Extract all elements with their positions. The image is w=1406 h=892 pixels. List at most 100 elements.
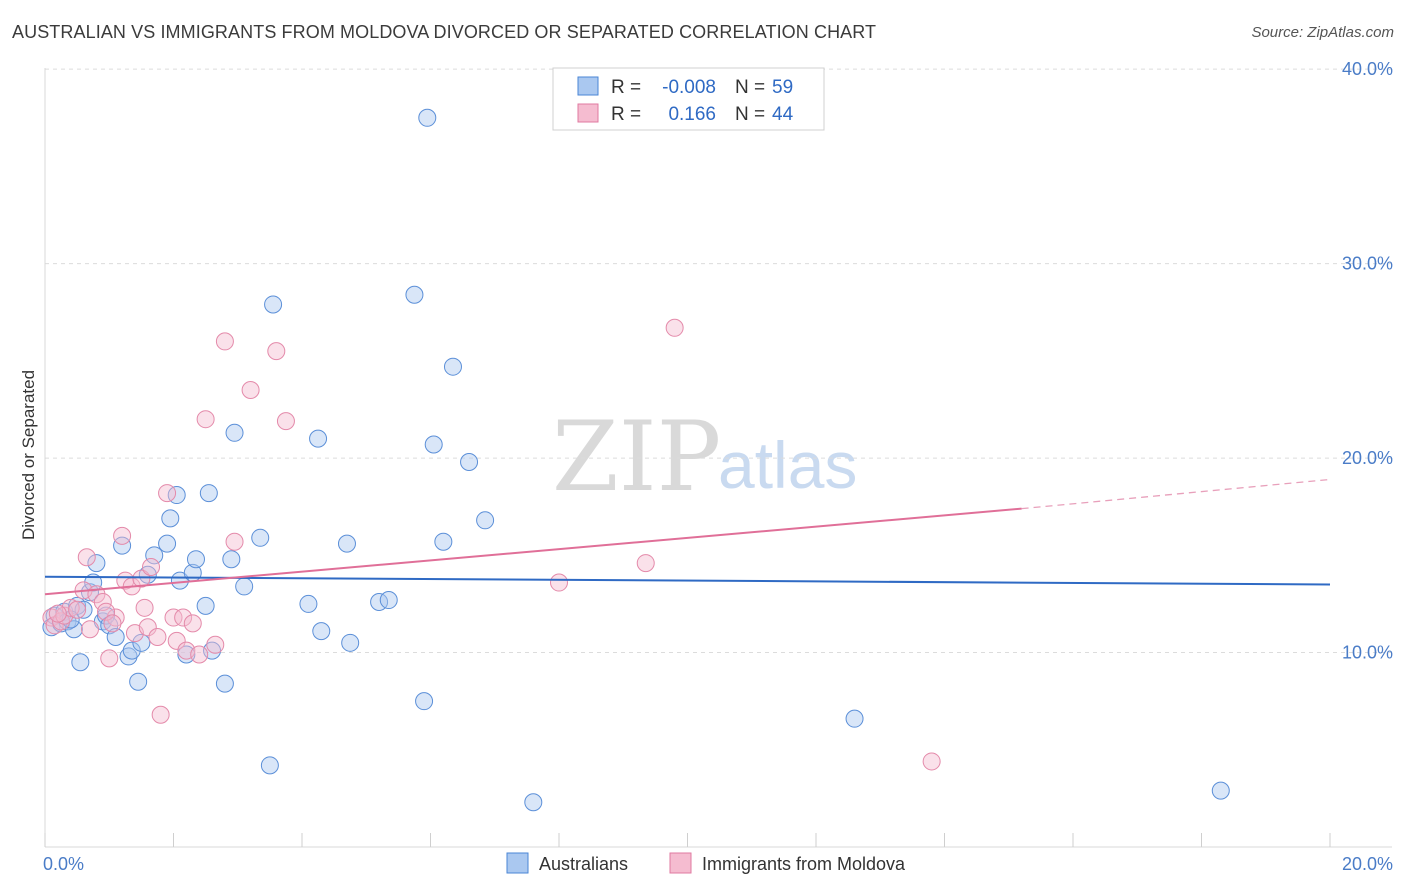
moldova-point-10 bbox=[93, 592, 112, 611]
australians-point-38 bbox=[260, 756, 279, 775]
trend-lines bbox=[44, 478, 1331, 596]
moldova-point-41 bbox=[665, 318, 684, 337]
watermark-zip: ZIP bbox=[552, 401, 721, 513]
stats-legend-r-value-2: 0.166 bbox=[668, 104, 716, 125]
chart-source: Source: ZipAtlas.com bbox=[1251, 24, 1394, 41]
grid-lines bbox=[45, 68, 1392, 654]
moldova-point-12 bbox=[106, 608, 125, 627]
australians-point-27 bbox=[177, 645, 196, 664]
australians-point-40 bbox=[299, 594, 318, 613]
moldova-point-37 bbox=[97, 602, 116, 621]
y-tick-label-40: 40.0% bbox=[1342, 59, 1393, 79]
australians-point-47 bbox=[405, 285, 424, 304]
australians-point-53 bbox=[460, 452, 479, 471]
australians-point-51 bbox=[434, 532, 453, 551]
series-moldova-points bbox=[42, 318, 941, 771]
moldova-trend-line bbox=[44, 507, 1022, 596]
bottom-legend-label-moldova: Immigrants from Moldova bbox=[702, 854, 906, 874]
australians-point-18 bbox=[122, 641, 141, 660]
moldova-point-30 bbox=[206, 635, 225, 654]
bottom-legend-swatch-australians bbox=[506, 852, 529, 874]
moldova-point-29 bbox=[196, 410, 215, 429]
bottom-legend-label-australians: Australians bbox=[539, 854, 628, 874]
australians-point-55 bbox=[524, 793, 543, 812]
y-tick-label-30: 30.0% bbox=[1342, 254, 1393, 274]
moldova-point-20 bbox=[148, 627, 167, 646]
australians-point-10 bbox=[84, 573, 103, 592]
moldova-point-8 bbox=[80, 620, 99, 639]
moldova-point-36 bbox=[135, 598, 154, 617]
moldova-point-17 bbox=[132, 569, 151, 588]
moldova-point-21 bbox=[151, 705, 170, 724]
bottom-legend-swatch-moldova bbox=[669, 852, 692, 874]
stats-legend-n-label-1: N = bbox=[735, 77, 765, 98]
stats-legend-n-label-2: N = bbox=[735, 104, 765, 125]
y-axis-label: Divorced or Separated bbox=[19, 370, 38, 540]
australians-point-19 bbox=[129, 672, 148, 691]
moldova-point-27 bbox=[183, 614, 202, 633]
australians-point-41 bbox=[309, 429, 328, 448]
australians-point-11 bbox=[87, 554, 106, 573]
stats-legend: R = -0.008 N = 59 R = 0.166 N = 44 bbox=[552, 67, 825, 131]
moldova-point-22 bbox=[158, 484, 177, 503]
moldova-point-34 bbox=[267, 342, 286, 361]
moldova-point-38 bbox=[103, 614, 122, 633]
moldova-point-32 bbox=[225, 532, 244, 551]
moldova-point-33 bbox=[241, 381, 260, 400]
australians-point-30 bbox=[196, 596, 215, 615]
australians-point-46 bbox=[379, 591, 398, 610]
moldova-point-28 bbox=[190, 645, 209, 664]
australians-point-15 bbox=[106, 627, 125, 646]
moldova-point-11 bbox=[100, 649, 119, 668]
moldova-point-23 bbox=[164, 608, 183, 627]
stats-legend-n-value-1: 59 bbox=[772, 77, 793, 98]
australians-point-56 bbox=[845, 709, 864, 728]
australians-point-57 bbox=[1211, 781, 1230, 800]
stats-legend-r-value-1: -0.008 bbox=[662, 77, 716, 98]
bottom-legend: Australians Immigrants from Moldova bbox=[506, 852, 906, 874]
australians-point-16 bbox=[113, 536, 132, 555]
australians-point-17 bbox=[119, 647, 138, 666]
moldova-point-31 bbox=[215, 332, 234, 351]
moldova-trend-line-extension bbox=[1021, 478, 1331, 510]
moldova-point-42 bbox=[922, 752, 941, 771]
australians-point-50 bbox=[424, 435, 443, 454]
australians-point-35 bbox=[225, 423, 244, 442]
australians-point-39 bbox=[264, 295, 283, 314]
x-tick-label-20: 20.0% bbox=[1342, 854, 1393, 874]
stats-legend-swatch-pink bbox=[577, 103, 599, 123]
moldova-point-18 bbox=[138, 618, 157, 637]
australians-point-37 bbox=[251, 528, 270, 547]
australians-point-43 bbox=[337, 534, 356, 553]
moldova-point-35 bbox=[276, 412, 295, 431]
moldova-point-43 bbox=[48, 604, 67, 623]
tick-labels: 10.0% 20.0% 30.0% 40.0% 0.0% 20.0% bbox=[43, 59, 1393, 874]
moldova-point-25 bbox=[174, 608, 193, 627]
australians-point-9 bbox=[80, 583, 99, 602]
australians-point-7 bbox=[71, 653, 90, 672]
australians-trend-line bbox=[44, 575, 1331, 586]
australians-point-24 bbox=[161, 509, 180, 528]
stats-legend-r-label-1: R = bbox=[611, 77, 641, 98]
series-australians-points bbox=[42, 108, 1230, 812]
australians-point-20 bbox=[132, 633, 151, 652]
moldova-point-24 bbox=[167, 631, 186, 650]
australians-point-34 bbox=[222, 550, 241, 569]
axes bbox=[44, 68, 1392, 848]
moldova-point-7 bbox=[77, 548, 96, 567]
watermark-atlas: atlas bbox=[718, 428, 857, 502]
x-tick-label-0: 0.0% bbox=[43, 854, 84, 874]
watermark: ZIP atlas bbox=[552, 401, 857, 513]
stats-legend-r-label-2: R = bbox=[611, 104, 641, 125]
australians-point-52 bbox=[443, 357, 462, 376]
stats-legend-n-value-2: 44 bbox=[772, 104, 794, 125]
stats-legend-swatch-blue bbox=[577, 76, 599, 96]
australians-point-36 bbox=[235, 577, 254, 596]
chart-title: AUSTRALIAN VS IMMIGRANTS FROM MOLDOVA DI… bbox=[12, 22, 877, 42]
australians-point-33 bbox=[215, 674, 234, 693]
moldova-point-39 bbox=[550, 573, 568, 592]
australians-point-31 bbox=[199, 484, 218, 503]
y-tick-label-10: 10.0% bbox=[1342, 643, 1393, 663]
moldova-point-19 bbox=[142, 557, 161, 576]
